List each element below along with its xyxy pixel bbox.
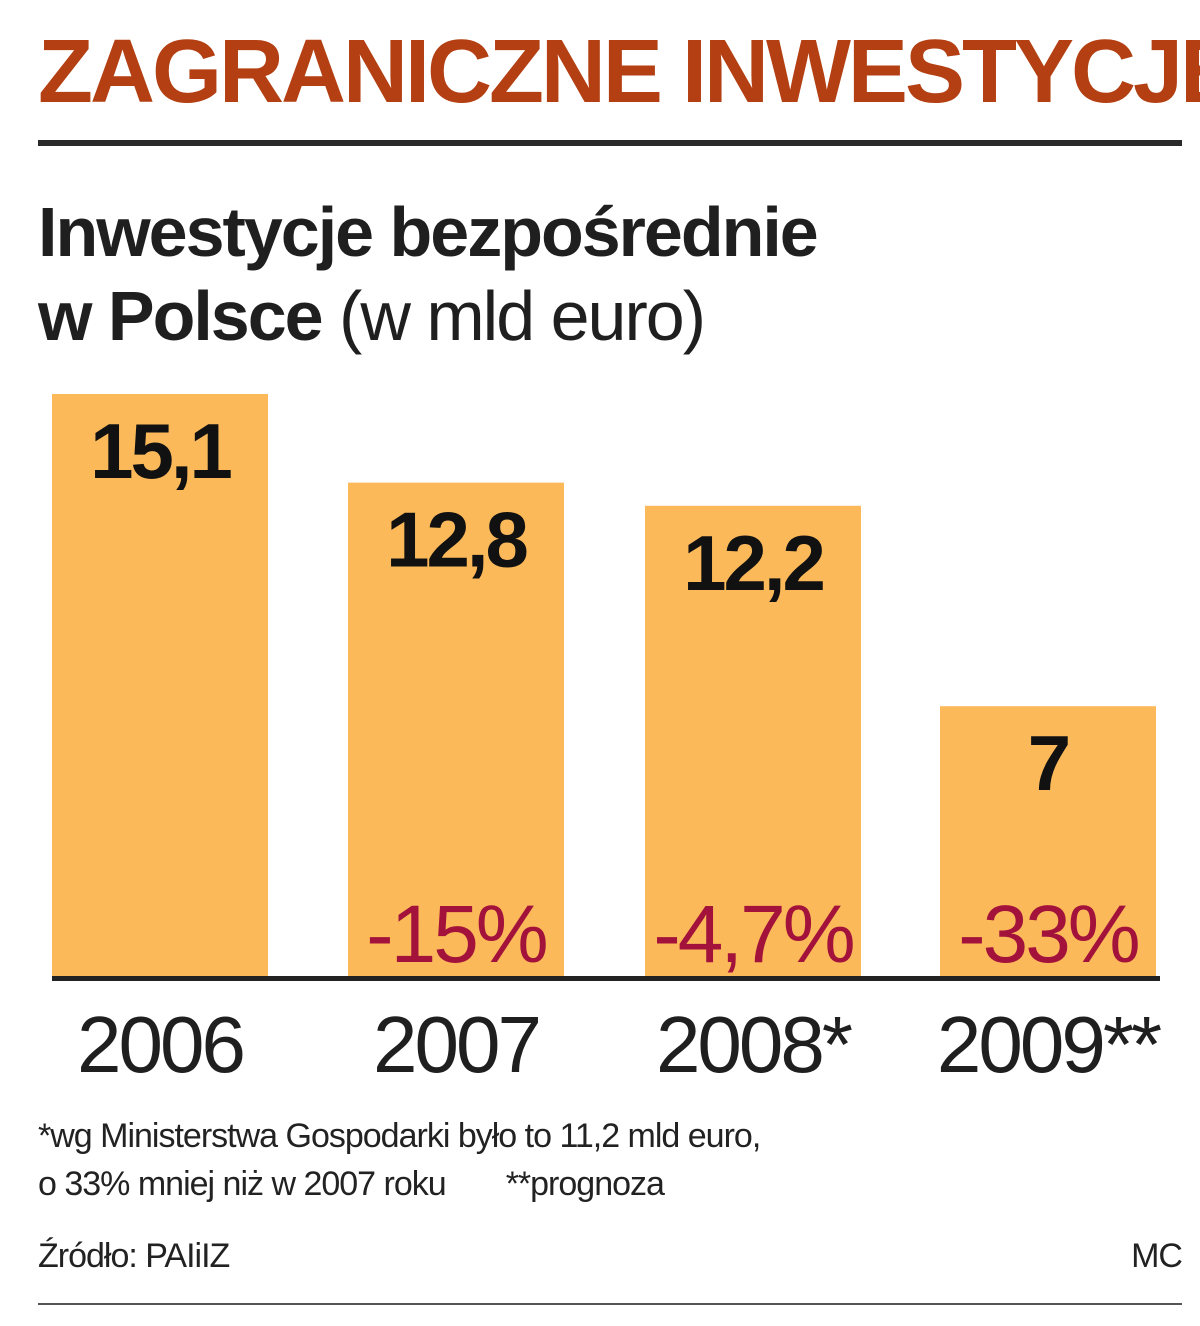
x-tick-label: 2006	[77, 1000, 243, 1089]
x-axis-baseline	[52, 976, 1160, 981]
bar-chart: 15,1 2006 12,8 -15% 2007 12,2 -4,7% 2008* 7 -33% 2…	[52, 394, 1164, 1089]
value-label: 12,8	[386, 496, 526, 584]
footnote-prognoza: **prognoza	[505, 1165, 665, 1203]
source-row: Źródło: PAIiIZ MC	[38, 1232, 1183, 1280]
change-label: -4,7%	[653, 889, 852, 980]
bottom-divider	[38, 1303, 1182, 1305]
title-divider	[38, 140, 1182, 146]
subtitle-unit: (w mld euro)	[339, 277, 706, 355]
subtitle-line-2: w Polsce (w mld euro)	[38, 274, 1178, 358]
change-label: -15%	[366, 889, 546, 980]
footnote-line-2-text: o 33% mniej niż w 2007 roku	[38, 1165, 447, 1203]
footnotes: *wg Ministerstwa Gospodarki było to 11,2…	[38, 1112, 1182, 1208]
author-initials: MC	[1131, 1237, 1183, 1275]
chart-subtitle: Inwestycje bezpośrednie w Polsce (w mld …	[38, 190, 1178, 358]
bar-2006	[52, 394, 268, 976]
bar-2008	[645, 505, 861, 976]
x-tick-label: 2009**	[937, 1000, 1161, 1089]
subtitle-line-1: Inwestycje bezpośrednie	[38, 193, 819, 271]
change-label: -33%	[958, 889, 1138, 980]
value-label: 7	[1028, 719, 1068, 807]
page-title: ZAGRANICZNE INWESTYCJE	[38, 22, 1200, 122]
footnote-line-1: *wg Ministerstwa Gospodarki było to 11,2…	[38, 1117, 761, 1155]
bar-2007	[348, 482, 564, 976]
value-label: 15,1	[90, 407, 231, 495]
value-label: 12,2	[683, 519, 823, 607]
x-tick-label: 2007	[373, 1000, 539, 1089]
subtitle-location: w Polsce	[38, 277, 324, 355]
bar-2009	[940, 706, 1156, 976]
footnote-line-2: o 33% mniej niż w 2007 roku **prognoza	[38, 1160, 1182, 1208]
x-tick-label: 2008*	[656, 1000, 852, 1089]
source-label: Źródło: PAIiIZ	[38, 1237, 230, 1275]
